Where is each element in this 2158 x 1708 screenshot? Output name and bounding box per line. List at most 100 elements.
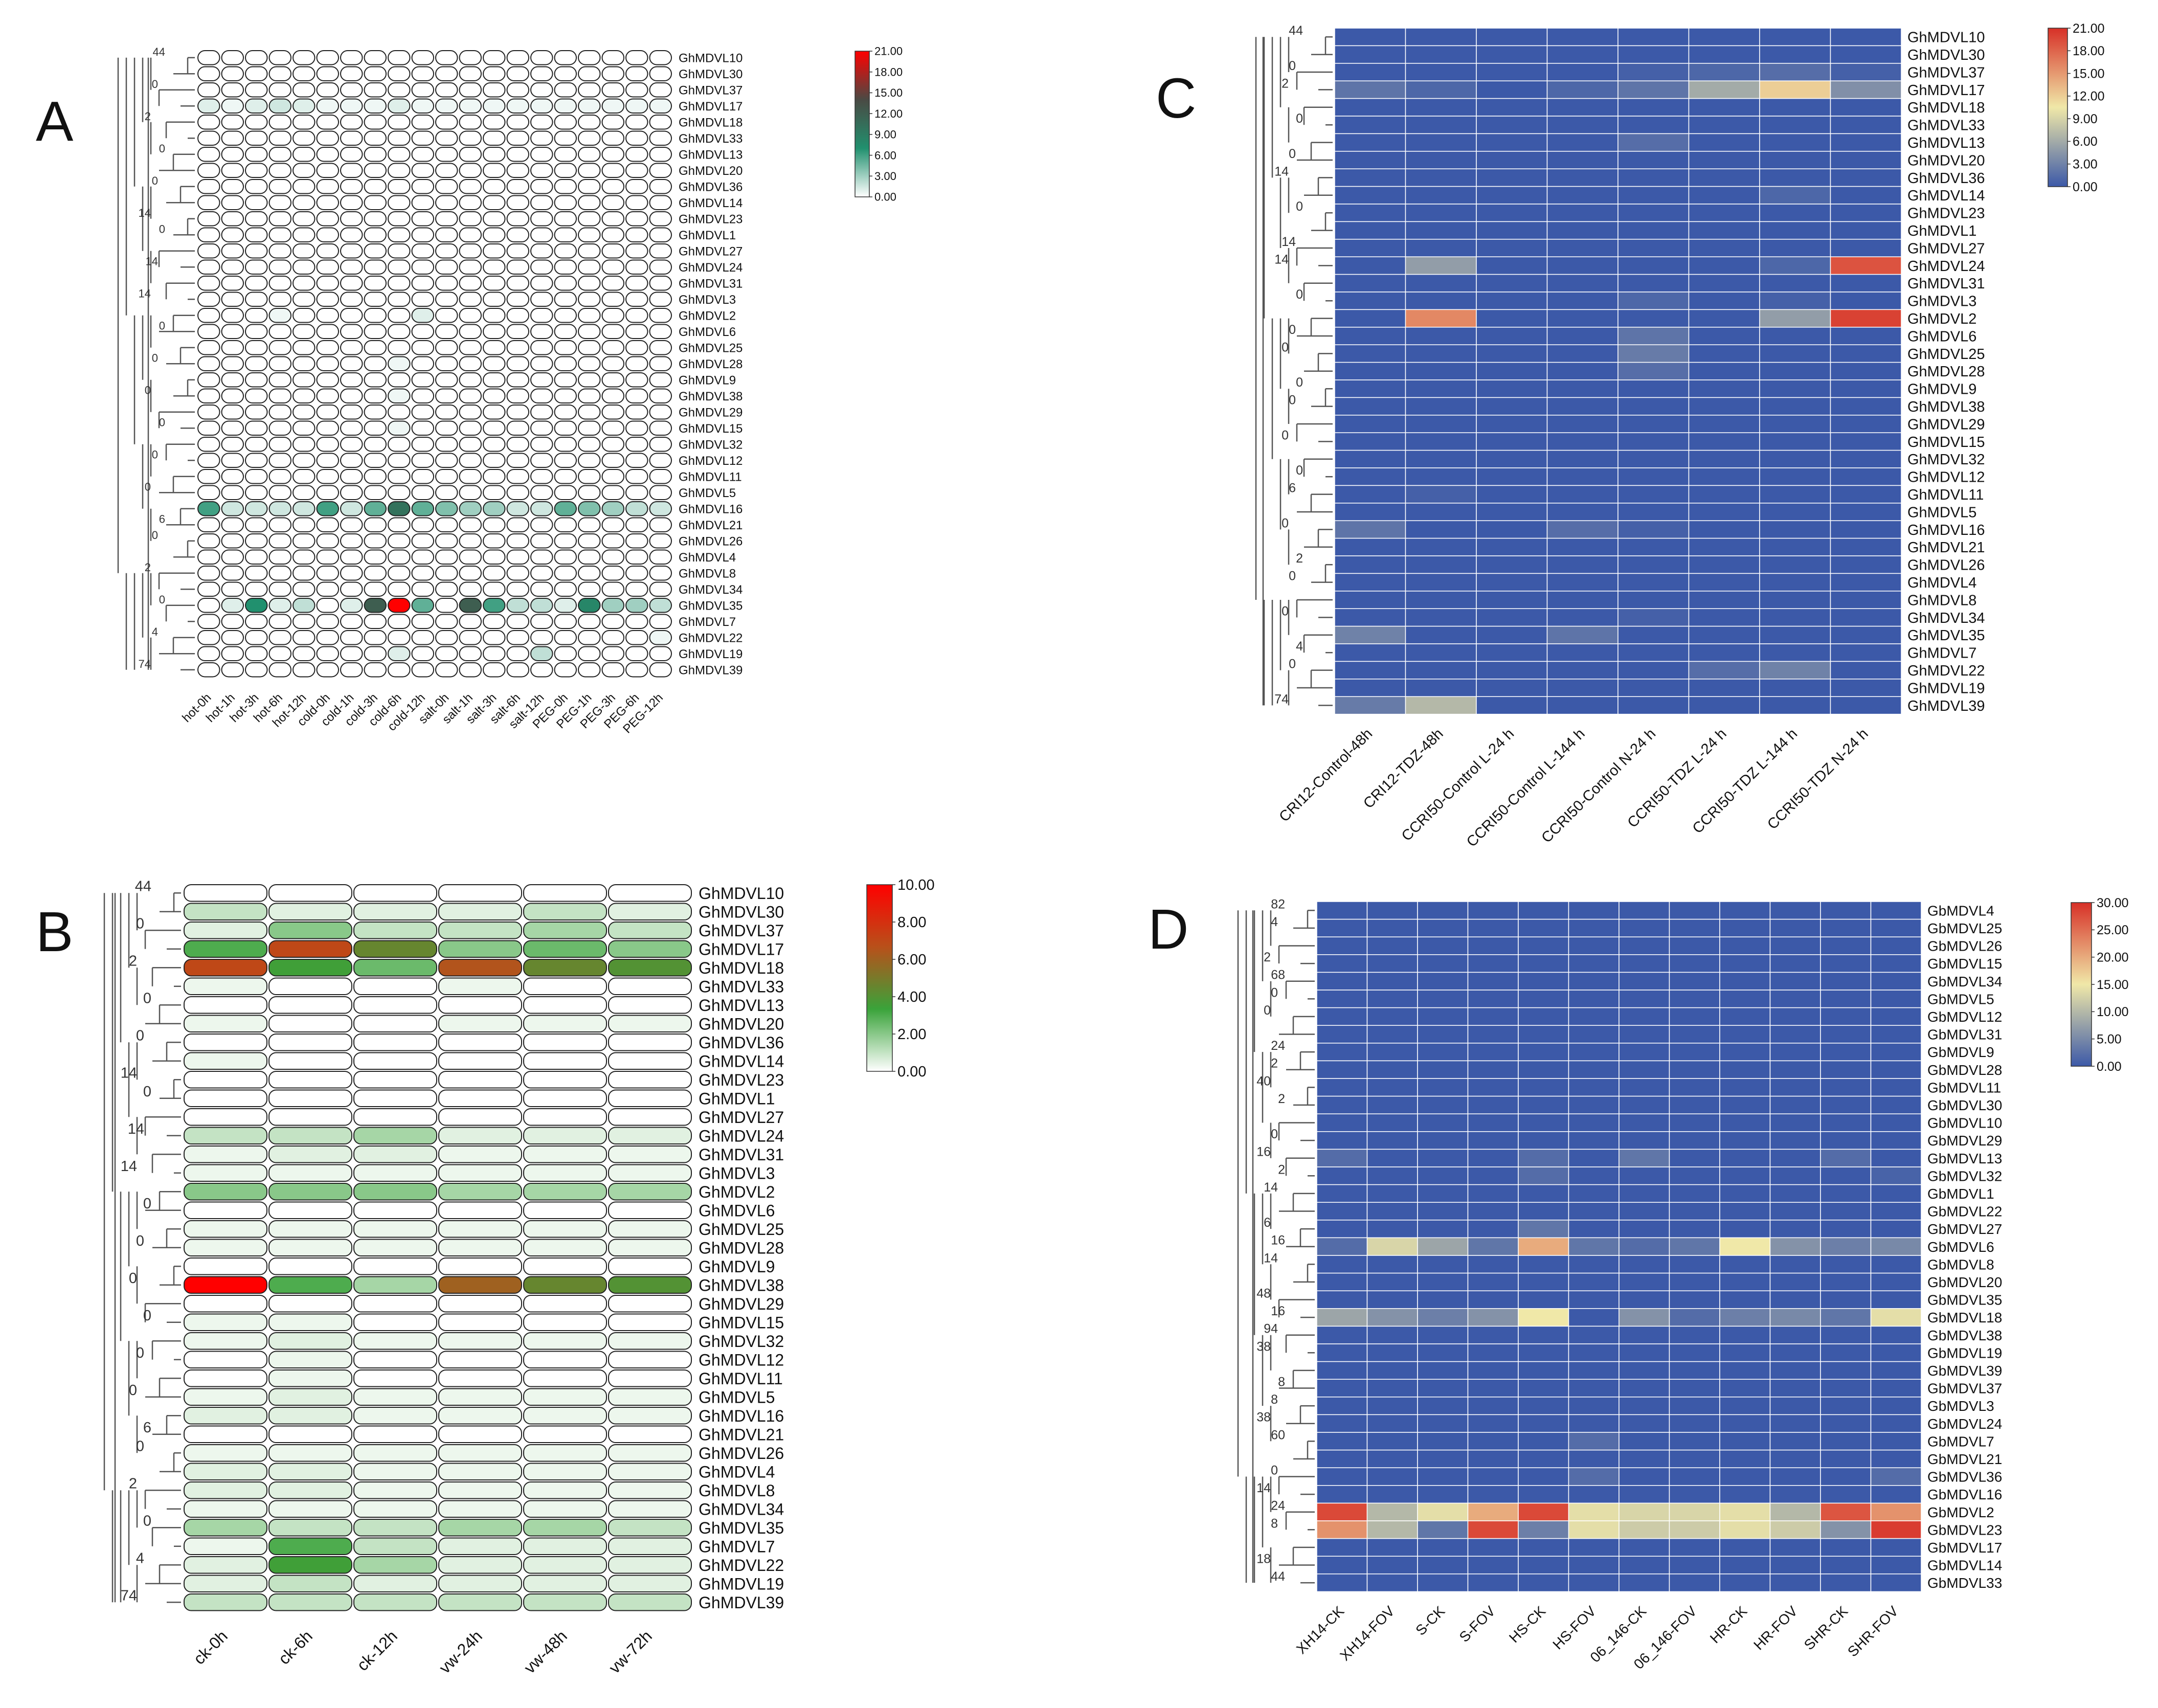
- heatmap-cell: [1546, 625, 1618, 644]
- heatmap-cell: [625, 388, 648, 403]
- heatmap-cell: [1669, 1432, 1720, 1451]
- heatmap-cell: [1617, 344, 1690, 363]
- heatmap-cell: [578, 437, 601, 452]
- heatmap-cell: [1518, 1467, 1569, 1486]
- heatmap-cell: [184, 1257, 267, 1275]
- heatmap-cell: [1769, 1255, 1821, 1274]
- heatmap-cell: [1405, 274, 1477, 293]
- heatmap-cell: [1467, 1379, 1519, 1398]
- heatmap-cell: [506, 308, 529, 323]
- heatmap-cell: [1830, 256, 1902, 275]
- heatmap-cell: [1617, 291, 1690, 310]
- dendrogram-node-label: 0: [1296, 463, 1303, 478]
- heatmap-cell: [530, 324, 553, 339]
- heatmap-cell: [1518, 1060, 1569, 1079]
- row-label-gene: GhMDVL2: [699, 1183, 775, 1201]
- heatmap-cell: [578, 566, 601, 581]
- panel-b: B44020014014140000006020474GhMDVL10GhMDV…: [36, 877, 935, 1677]
- heatmap-cell: [1669, 972, 1720, 991]
- row-label-gene: GhMDVL22: [699, 1556, 784, 1575]
- heatmap-cell: [1759, 204, 1831, 222]
- heatmap-cell: [1334, 555, 1406, 574]
- heatmap-cell: [316, 195, 339, 210]
- dendrogram-node-label: 0: [159, 319, 165, 332]
- heatmap-cell: [1719, 990, 1771, 1008]
- row-label-gene: GhMDVL31: [679, 277, 743, 290]
- heatmap-cell: [530, 630, 553, 645]
- heatmap-cell: [625, 533, 648, 549]
- heatmap-cell: [523, 1052, 607, 1070]
- heatmap-cell: [1688, 537, 1760, 556]
- heatmap-cell: [1719, 954, 1771, 973]
- heatmap-cell: [608, 1407, 692, 1425]
- heatmap-cell: [411, 533, 434, 549]
- heatmap-cell: [1316, 1432, 1368, 1451]
- heatmap-cell: [1759, 591, 1831, 609]
- heatmap-cell: [1688, 204, 1760, 222]
- heatmap-cell: [411, 115, 434, 130]
- dendrogram-node-label: 0: [1289, 147, 1296, 161]
- heatmap-cell: [364, 163, 387, 178]
- heatmap-cell: [483, 227, 506, 242]
- heatmap-cell: [245, 163, 268, 178]
- heatmap-cell: [1316, 1237, 1368, 1256]
- heatmap-cell: [1769, 1290, 1821, 1309]
- heatmap-cell: [438, 1575, 522, 1592]
- heatmap-cell: [1719, 1467, 1771, 1486]
- heatmap-cell: [1820, 1467, 1872, 1486]
- heatmap-cell: [340, 82, 363, 98]
- heatmap-cell: [608, 1444, 692, 1462]
- heatmap-cell: [1719, 1255, 1771, 1274]
- heatmap-cell: [601, 82, 624, 98]
- heatmap-cell: [1769, 1467, 1821, 1486]
- row-label-gene: GhMDVL19: [699, 1575, 784, 1593]
- heatmap-cell: [1759, 625, 1831, 644]
- heatmap-cell: [649, 517, 672, 532]
- heatmap-cell: [340, 130, 363, 146]
- heatmap-cell: [530, 163, 553, 178]
- heatmap-cell: [197, 437, 220, 452]
- row-label-gene: GhMDVL19: [679, 647, 743, 661]
- heatmap-cell: [435, 372, 458, 388]
- heatmap-cell: [1467, 1025, 1519, 1044]
- color-legend-bar: [2048, 28, 2068, 187]
- heatmap-cell: [1467, 1272, 1519, 1291]
- heatmap-cell: [554, 646, 577, 661]
- heatmap-cell: [388, 179, 411, 194]
- heatmap-cell: [1870, 990, 1922, 1008]
- heatmap-cell: [1405, 204, 1477, 222]
- heatmap-cell: [388, 115, 411, 130]
- heatmap-cell: [1366, 1131, 1418, 1150]
- row-label-gene: GbMDVL3: [1927, 1398, 1994, 1414]
- heatmap-cell: [221, 533, 244, 549]
- heatmap-cell: [649, 630, 672, 645]
- heatmap-cell: [268, 485, 291, 500]
- dendrogram-node-label: 44: [1271, 1569, 1285, 1584]
- dendrogram-node-label: 48: [1256, 1287, 1271, 1301]
- heatmap-cell: [268, 1556, 352, 1574]
- heatmap-cell: [411, 630, 434, 645]
- row-label-gene: GbMDVL30: [1927, 1097, 2002, 1113]
- heatmap-cell: [293, 243, 316, 259]
- heatmap-cell: [435, 646, 458, 661]
- dendrogram-node-label: 0: [136, 1345, 144, 1361]
- heatmap-cell: [316, 646, 339, 661]
- heatmap-cell: [197, 517, 220, 532]
- heatmap-cell: [1618, 1343, 1670, 1362]
- heatmap-cell: [608, 1351, 692, 1368]
- heatmap-cell: [293, 130, 316, 146]
- heatmap-cell: [411, 453, 434, 468]
- heatmap-cell: [268, 646, 291, 661]
- dendrogram-node-label: 4: [152, 625, 158, 638]
- heatmap-cell: [649, 549, 672, 565]
- heatmap-cell: [1366, 918, 1418, 937]
- heatmap-cell: [1366, 1113, 1418, 1132]
- heatmap-cell: [316, 581, 339, 597]
- heatmap-cell: [1669, 1449, 1720, 1468]
- heatmap-cell: [268, 66, 291, 81]
- heatmap-cell: [554, 501, 577, 516]
- heatmap-cell: [608, 1537, 692, 1555]
- heatmap-cell: [438, 1220, 522, 1238]
- heatmap-cell: [530, 533, 553, 549]
- heatmap-cell: [353, 1369, 437, 1387]
